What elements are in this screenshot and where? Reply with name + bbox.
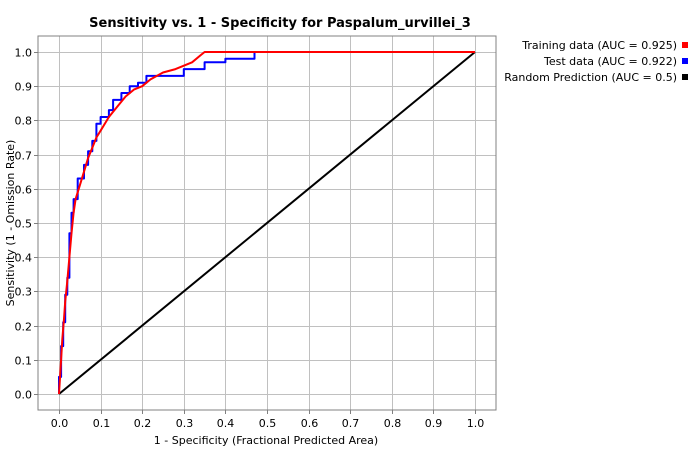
legend-label: Random Prediction (AUC = 0.5) (504, 71, 677, 84)
y-tick-label: 0.2 (15, 321, 33, 334)
y-tick-label: 0.6 (15, 184, 33, 197)
y-tick-label: 0.9 (15, 81, 33, 94)
y-axis-label: Sensitivity (1 - Omission Rate) (4, 140, 17, 307)
series-lines (58, 51, 476, 395)
training-series-line (58, 51, 475, 395)
legend-label: Test data (AUC = 0.922) (543, 55, 677, 68)
y-tick-label: 0.4 (15, 252, 33, 265)
x-tick-label: 0.1 (93, 417, 111, 430)
plot-frame (37, 35, 497, 411)
x-tick-label: 0.8 (384, 417, 402, 430)
legend-swatch (682, 42, 688, 48)
x-tick-label: 0.0 (51, 417, 69, 430)
y-tick-label: 0.8 (15, 115, 33, 128)
x-tick-label: 0.2 (134, 417, 152, 430)
y-tick-label: 0.3 (15, 286, 33, 299)
x-tick-label: 0.4 (217, 417, 235, 430)
y-tick-label: 0.0 (15, 389, 33, 402)
y-tick-label: 0.5 (15, 218, 33, 231)
legend-label: Training data (AUC = 0.925) (521, 39, 677, 52)
x-tick-label: 1.0 (467, 417, 485, 430)
x-tick-label: 0.5 (259, 417, 277, 430)
test-series-line (58, 51, 475, 394)
y-tick-label: 0.7 (15, 150, 33, 163)
chart-title: Sensitivity vs. 1 - Specificity for Pasp… (89, 16, 471, 31)
x-tick-label: 0.3 (176, 417, 194, 430)
x-tick-label: 0.7 (342, 417, 360, 430)
legend-swatch (682, 74, 688, 80)
x-tick-label: 0.9 (425, 417, 443, 430)
x-tick-label: 0.6 (301, 417, 319, 430)
axis-ticks: 0.0 0.1 0.2 0.3 0.4 0.5 0.6 0.7 0.8 0.9 1.0 0.0 0.1 0… (15, 47, 485, 431)
y-tick-label: 1.0 (15, 47, 33, 60)
legend-swatch (682, 58, 688, 64)
random-prediction-line (58, 51, 476, 395)
legend: Training data (AUC = 0.925) Test data (AU… (504, 39, 688, 84)
x-axis-label: 1 - Specificity (Fractional Predicted Ar… (154, 434, 378, 447)
y-tick-label: 0.1 (15, 355, 33, 368)
